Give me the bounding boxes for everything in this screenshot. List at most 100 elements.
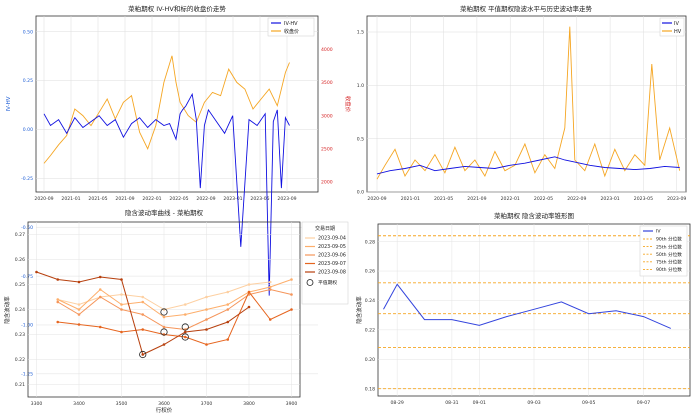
data-point: [247, 283, 251, 286]
y-tick-label: 0.27: [15, 232, 25, 238]
data-point: [77, 303, 81, 306]
y-tick-label: 0.00: [23, 127, 33, 133]
data-point: [77, 323, 81, 326]
data-point: [162, 325, 166, 329]
series-line-hv: [376, 26, 681, 180]
y-tick-label: 0.26: [365, 269, 375, 275]
y-tick-label: 0.5: [357, 136, 364, 142]
y-axis-label: IV-HV: [6, 96, 12, 111]
y-axis-label: 隐含波动率: [3, 296, 11, 324]
iv-cone-panel: 菜粕期权 隐含波动率锥形图 隐含波动率 08-29 08-31 09-01 09-03…: [355, 211, 691, 406]
data-point: [162, 343, 166, 346]
data-point: [120, 278, 123, 281]
y-tick-label: 0.20: [365, 357, 375, 363]
y-axis-label: 隐含波动率: [355, 296, 363, 324]
y-tick-label: 0.24: [15, 307, 25, 313]
x-tick-label: 3600: [158, 401, 170, 407]
y-tick-label: 0.22: [15, 357, 25, 363]
y-tick-label: 0.25: [23, 78, 33, 84]
legend-label-percentile: 90th 分位数: [656, 236, 682, 243]
data-point: [268, 318, 272, 321]
data-point: [141, 300, 145, 304]
y-tick-label: -1.00: [21, 323, 33, 329]
data-point: [120, 330, 123, 334]
data-point: [268, 280, 272, 284]
y2-tick-label: 2000: [321, 180, 333, 186]
iv-smile-panel: 隐含波动率曲线 - 菜粕期权 行权价 隐含波动率 3300 3400 3500 360…: [3, 208, 349, 414]
x-tick-label: 3500: [116, 401, 128, 407]
plot-frame: [35, 15, 319, 193]
data-point: [141, 328, 145, 331]
y-tick-label: 1.0: [357, 83, 364, 89]
y-tick-label: 0.26: [15, 257, 25, 263]
x-tick-label: 2021-09: [467, 196, 486, 202]
legend-atm-label: 平值期权: [318, 279, 337, 286]
x-tick-label: 2020-09: [34, 196, 53, 202]
iv-hv-history-panel: 菜粕期权 平值期权隐波水平与历史波动率走势 2020-09 2021-01 2021…: [357, 4, 687, 202]
data-point: [290, 308, 293, 311]
legend-label: 2023-09-05: [318, 244, 346, 250]
y-tick-label: -0.75: [21, 274, 33, 280]
atm-marker: [160, 328, 168, 336]
y2-tick-label: 4000: [321, 47, 333, 53]
series-line-2023-09-06: [57, 288, 292, 331]
data-point: [247, 290, 251, 294]
x-tick-label: 2022-05: [169, 196, 188, 202]
x-tick-label: 2022-01: [142, 196, 161, 202]
y2-axis-label: 收盘价: [344, 96, 352, 113]
data-point: [98, 288, 102, 291]
data-point: [162, 315, 166, 319]
legend-label-iv-hv: IV-HV: [284, 21, 298, 27]
data-point: [56, 300, 60, 304]
data-point: [56, 320, 60, 324]
data-point: [56, 298, 60, 301]
data-point: [56, 278, 60, 281]
atm-marker: [181, 323, 189, 331]
data-point: [77, 280, 81, 284]
x-tick-label: 2021-05: [88, 196, 107, 202]
data-point: [98, 325, 102, 329]
y-tick-label: 0.28: [365, 239, 375, 245]
x-tick-label: 2023-05: [634, 196, 653, 202]
chart-title: 菜粕期权 隐含波动率锥形图: [494, 211, 574, 220]
plot-frame: [366, 15, 687, 193]
x-tick-label: 08-31: [445, 400, 458, 406]
y2-tick-label: 3500: [321, 80, 333, 86]
x-tick-label: 2022-01: [501, 196, 520, 202]
legend-label-percentile: 75th 分位数: [656, 259, 682, 266]
y2-tick-label: 3000: [321, 113, 333, 119]
data-point: [141, 295, 145, 299]
chart-title: 菜粕期权 IV-HV和标的收盘价走势: [128, 4, 226, 13]
series-line-2023-09-07: [57, 291, 292, 346]
data-point: [268, 288, 272, 291]
x-tick-label: 2023-01: [600, 196, 619, 202]
series-line-iv: [376, 156, 680, 175]
data-point: [205, 328, 208, 331]
legend-label: 2023-09-07: [318, 261, 346, 267]
data-point: [205, 318, 208, 321]
data-point: [205, 295, 208, 299]
y-tick-label: 0.23: [15, 332, 25, 338]
x-tick-label: 08-29: [390, 400, 403, 406]
data-point: [226, 338, 230, 341]
x-tick-label: 09-05: [582, 400, 595, 406]
legend-label-hv: HV: [674, 29, 682, 35]
x-tick-label: 2022-09: [567, 196, 586, 202]
data-point: [120, 303, 123, 306]
x-tick-label: 09-03: [527, 400, 540, 406]
data-point: [35, 270, 38, 274]
x-tick-label: 09-07: [637, 400, 650, 406]
data-point: [205, 308, 208, 311]
y-tick-label: -0.50: [21, 225, 33, 231]
legend-label-iv: IV: [656, 229, 661, 235]
series-line-iv: [383, 283, 671, 329]
iv-hv-price-panel: 菜粕期权 IV-HV和标的收盘价走势 IV-HV 收盘价 2020-09 2021…: [6, 4, 352, 378]
legend-label-percentile: 90th 分位数: [656, 266, 682, 273]
data-point: [268, 285, 272, 289]
data-point: [141, 313, 145, 316]
atm-marker: [181, 333, 189, 341]
x-tick-label: 2023-09: [667, 196, 686, 202]
data-point: [183, 335, 187, 339]
